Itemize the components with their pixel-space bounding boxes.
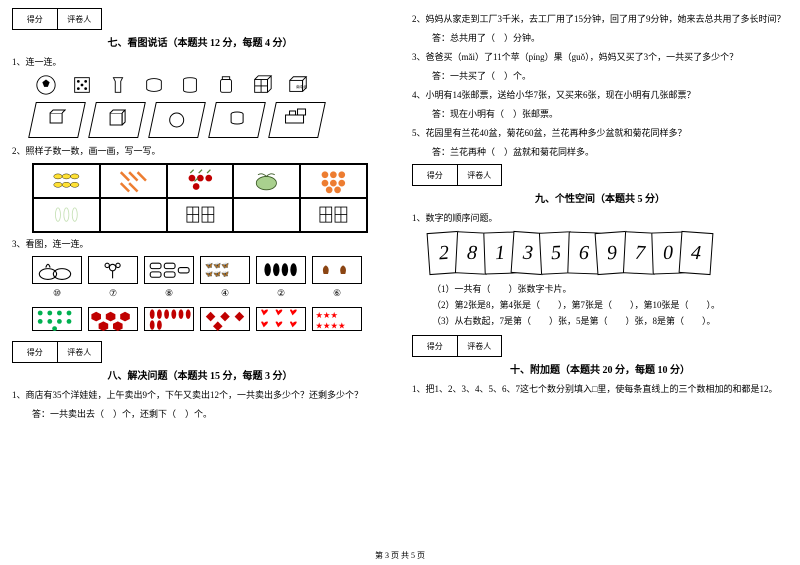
pic-butterflies: 🦋🦋🦋🦋🦋🦋: [200, 256, 250, 284]
soccer-icon: [32, 74, 60, 96]
s9-3: （3）从右数起，7是第（ ）张，5是第（ ）张，8是第（ ）。: [432, 314, 788, 327]
tray-5: [268, 102, 326, 138]
score-label: 得分: [13, 9, 58, 29]
svg-text:🦋🦋🦋: 🦋🦋🦋: [206, 262, 230, 270]
score-box-8: 得分 评卷人: [12, 341, 102, 363]
cell-boxes2: [300, 198, 367, 232]
a8-3: 答：一共买了（ ）个。: [432, 69, 788, 82]
picb-hearts: [256, 307, 306, 331]
cell-cabbage: [233, 164, 300, 198]
icon-row-top: 南中纸: [32, 74, 388, 96]
a8-1: 答：一共卖出去（ ）个，还剩下（ ）个。: [32, 407, 388, 420]
num-5: ⑥: [312, 288, 362, 299]
svg-text:★★★★: ★★★★: [315, 322, 345, 331]
grader-label: 评卷人: [458, 165, 502, 185]
page-footer: 第 3 页 共 5 页: [0, 550, 800, 561]
milk-icon: [104, 74, 132, 96]
cell-empty1: [100, 198, 167, 232]
tray-row: [32, 102, 388, 138]
pics-bottom: ★★★★★★★: [32, 307, 368, 331]
q7-1: 1、连一连。: [12, 55, 388, 68]
svg-text:★★★: ★★★: [315, 311, 338, 320]
can-icon: [176, 74, 204, 96]
grader-label: 评卷人: [58, 342, 102, 362]
a8-5: 答：兰花再种（ ）盆就和菊花同样多。: [432, 145, 788, 158]
score-label: 得分: [413, 165, 458, 185]
section-8-title: 八、解决问题（本题共 15 分，每题 3 分）: [12, 367, 388, 382]
grader-label: 评卷人: [458, 336, 502, 356]
pic-chickens: [312, 256, 362, 284]
num-4: ②: [256, 288, 306, 299]
score-box-9: 得分 评卷人: [412, 164, 502, 186]
score-box-10: 得分 评卷人: [412, 335, 502, 357]
q8-5: 5、花园里有兰花40盆，菊花60盆，兰花再种多少盆就和菊花同样多？: [412, 126, 788, 139]
tray-3: [148, 102, 206, 138]
a8-2: 答：总共用了（ ）分钟。: [432, 31, 788, 44]
left-column: 得分 评卷人 七、看图说话（本题共 12 分，每题 4 分） 1、连一连。 南中…: [0, 0, 400, 565]
svg-text:🦋🦋🦋: 🦋🦋🦋: [206, 270, 230, 278]
right-column: 2、妈妈从家走到工厂3千米，去工厂用了15分钟，回了用了9分钟，她来去总共用了多…: [400, 0, 800, 565]
dice-icon: [68, 74, 96, 96]
section-7-title: 七、看图说话（本题共 12 分，每题 4 分）: [12, 34, 388, 49]
jar-icon: [212, 74, 240, 96]
grader-label: 评卷人: [58, 9, 102, 29]
cell-radish: [167, 164, 234, 198]
num-1: ⑦: [88, 288, 138, 299]
q9-1: 1、数字的顺序问题。: [412, 211, 788, 224]
cell-carrots: [100, 164, 167, 198]
cell-boxes1: [167, 198, 234, 232]
q8-2: 2、妈妈从家走到工厂3千米，去工厂用了15分钟，回了用了9分钟，她来去总共用了多…: [412, 12, 788, 25]
pics-top: 🦋🦋🦋🦋🦋🦋: [32, 256, 368, 284]
q8-3: 3、爸爸买（mǎi）了11个苹（píng）果（guǒ），妈妈又买了3个，一共买了…: [412, 50, 788, 63]
section-9-title: 九、个性空间（本题共 5 分）: [412, 190, 788, 205]
q8-4: 4、小明有14张邮票，送给小华7张，又买来6张，现在小明有几张邮票？: [412, 88, 788, 101]
card-9: 4: [679, 231, 714, 275]
cell-lemons: [33, 164, 100, 198]
svg-text:南中纸: 南中纸: [296, 84, 307, 89]
num-2: ⑧: [144, 288, 194, 299]
drum-icon: [140, 74, 168, 96]
tray-4: [208, 102, 266, 138]
pic-flower: [88, 256, 138, 284]
picb-hexred: [88, 307, 138, 331]
q10-1: 1、把1、2、3、4、5、6、7这七个数分别填入□里，使每条直线上的三个数相加的…: [412, 382, 788, 395]
a8-4: 答：现在小明有（ ）张邮票。: [432, 107, 788, 120]
q7-3: 3、看图，连一连。: [12, 237, 388, 250]
q8-1: 1、商店有35个洋娃娃，上午卖出9个，下午又卖出12个，一共卖出多少个？还剩多少…: [12, 388, 388, 401]
pic-penguins: [256, 256, 306, 284]
picb-dots9: [32, 307, 82, 331]
tray-1: [28, 102, 86, 138]
cell-ovals: [33, 198, 100, 232]
pic-pumpkin: [32, 256, 82, 284]
picb-gems: [200, 307, 250, 331]
cell-oranges: [300, 164, 367, 198]
num-0: ⑩: [32, 288, 82, 299]
num-3: ④: [200, 288, 250, 299]
grid-7-2: [32, 163, 368, 233]
cell-empty2: [233, 198, 300, 232]
q7-2: 2、照样子数一数，画一画，写一写。: [12, 144, 388, 157]
pic-cars: [144, 256, 194, 284]
box-icon: 南中纸: [284, 74, 312, 96]
cards-row: 2 8 1 3 5 6 9 7 0 4: [432, 232, 768, 274]
cube-grid-icon: [248, 74, 276, 96]
s9-2: （2）第2张是8，第4张是（ ），第7张是（ ），第10张是（ ）。: [432, 298, 788, 311]
score-label: 得分: [13, 342, 58, 362]
picb-stars: ★★★★★★★: [312, 307, 362, 331]
score-label: 得分: [413, 336, 458, 356]
score-box-7: 得分 评卷人: [12, 8, 102, 30]
nums-row: ⑩ ⑦ ⑧ ④ ② ⑥: [32, 288, 368, 299]
picb-leaves: [144, 307, 194, 331]
s9-1: （1）一共有（ ）张数字卡片。: [432, 282, 788, 295]
section-10-title: 十、附加题（本题共 20 分，每题 10 分）: [412, 361, 788, 376]
tray-2: [88, 102, 146, 138]
